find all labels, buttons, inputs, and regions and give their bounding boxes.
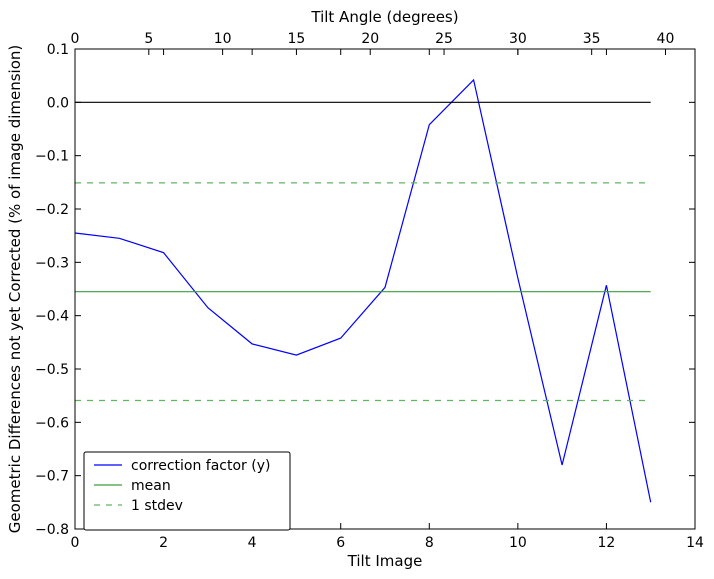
legend-label-mean: mean (131, 478, 171, 494)
x-tick-label: 2 (159, 535, 168, 551)
x-tick-label: 0 (71, 535, 80, 551)
top-axis-title: Tilt Angle (degrees) (310, 8, 458, 26)
x-tick-label: 8 (425, 535, 434, 551)
legend-label-correction-factor-y: correction factor (y) (131, 458, 270, 474)
x-axis-title: Tilt Image (347, 552, 423, 570)
x2-tick-label: 20 (361, 31, 379, 47)
x-tick-label: 10 (509, 535, 527, 551)
x-tick-label: 6 (336, 535, 345, 551)
x2-tick-label: 40 (657, 31, 675, 47)
x2-tick-label: 10 (214, 31, 232, 47)
x-tick-label: 12 (598, 535, 616, 551)
y-tick-label: 0.0 (47, 95, 69, 111)
x2-tick-label: 15 (288, 31, 306, 47)
x2-tick-label: 25 (435, 31, 453, 47)
y-tick-label: 0.1 (47, 42, 69, 58)
tick-labels: 0 2 4 6 8 10 12 14 0 5 10 15 20 25 30 35 40 0.1 0.0 −0.1 −0.… (35, 31, 704, 551)
plot-frame (74, 48, 696, 530)
y-tick-label: −0.3 (35, 255, 69, 271)
y-axis-title: Geometric Differences not yet Corrected … (6, 45, 24, 534)
x2-tick-label: 5 (144, 31, 153, 47)
x2-tick-label: 35 (583, 31, 601, 47)
x-tick-label: 4 (248, 535, 257, 551)
y-tick-label: −0.7 (35, 469, 69, 485)
y-tick-label: −0.8 (35, 522, 69, 538)
x2-tick-label: 0 (71, 31, 80, 47)
series-line-correction-factor-y (74, 78, 652, 503)
legend: correction factor (y) mean 1 stdev (83, 451, 291, 531)
y-tick-label: −0.4 (35, 309, 69, 325)
plot-lines (74, 78, 652, 503)
y-tick-label: −0.1 (35, 149, 69, 165)
legend-label-1-stdev: 1 stdev (131, 498, 183, 514)
y-tick-label: −0.6 (35, 415, 69, 431)
legend-box (83, 451, 291, 531)
ticks (74, 48, 696, 530)
x-tick-label: 14 (686, 535, 704, 551)
y-tick-label: −0.5 (35, 362, 69, 378)
x2-tick-label: 30 (509, 31, 527, 47)
y-tick-label: −0.2 (35, 202, 69, 218)
